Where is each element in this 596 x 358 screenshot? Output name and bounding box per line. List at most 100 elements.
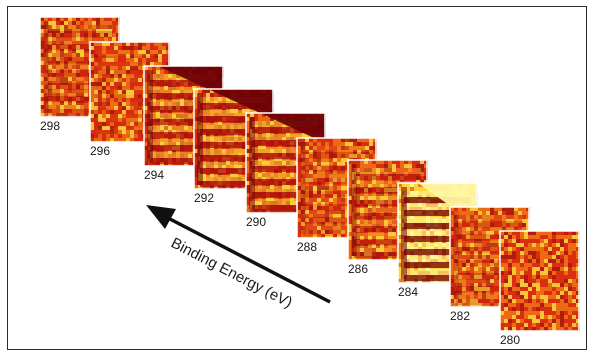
panel-noise-cell	[309, 162, 313, 166]
panel-noise-cell	[454, 275, 458, 279]
panel-noise-cell	[516, 231, 520, 235]
panel-noise-cell	[462, 255, 466, 259]
panel-noise-cell	[104, 33, 108, 37]
panel-noise-cell	[325, 142, 329, 146]
panel-noise-cell	[168, 98, 172, 102]
panel-noise-cell	[72, 29, 76, 33]
panel-noise-cell	[305, 174, 309, 178]
panel-noise-cell	[400, 172, 404, 176]
panel-noise-cell	[372, 208, 376, 212]
panel-noise-cell	[368, 212, 372, 216]
panel-noise-cell	[325, 146, 329, 150]
panel-noise-cell	[325, 210, 329, 214]
panel-noise-cell	[352, 232, 356, 236]
panel-noise-cell	[536, 235, 540, 239]
panel-noise-cell	[134, 78, 138, 82]
panel-noise-cell	[548, 263, 552, 267]
panel-noise-cell	[556, 263, 560, 267]
panel-stripe-dark	[150, 80, 217, 86]
panel-noise-cell	[309, 234, 313, 238]
panel-noise-cell	[392, 192, 396, 196]
panel-noise-cell	[317, 210, 321, 214]
panel-noise-cell	[309, 178, 313, 182]
panel-noise-cell	[526, 223, 530, 227]
panel-noise-cell	[536, 263, 540, 267]
panel-stripe-bright	[456, 215, 523, 221]
panel-noise-cell	[297, 222, 301, 226]
panel-noise-cell	[474, 283, 478, 287]
panel-noise-cell	[388, 196, 392, 200]
panel-noise-cell	[160, 86, 164, 90]
panel-noise-cell	[301, 178, 305, 182]
panel-noise-cell	[341, 166, 345, 170]
panel-noise-cell	[500, 247, 504, 251]
panel-noise-cell	[356, 252, 360, 256]
panel-stripe-dark	[354, 187, 421, 193]
panel-stripe-bright	[252, 199, 319, 205]
panel-noise-cell	[130, 126, 134, 130]
panel-noise-cell	[572, 235, 576, 239]
panel-noise-cell	[297, 138, 301, 142]
panel-noise-cell	[313, 214, 317, 218]
panel-noise-cell	[162, 50, 166, 54]
panel-noise-cell	[392, 168, 396, 172]
panel-noise-cell	[246, 197, 250, 201]
panel-noise-cell	[422, 187, 426, 191]
panel-noise-cell	[56, 113, 60, 117]
panel-noise-cell	[313, 218, 317, 222]
panel-noise-cell	[138, 58, 142, 62]
panel-noise-cell	[56, 61, 60, 65]
panel-noise-cell	[52, 93, 56, 97]
panel-noise-cell	[388, 240, 392, 244]
panel-noise-cell	[106, 118, 110, 122]
panel-noise-cell	[84, 73, 88, 77]
panel-noise-cell	[206, 93, 210, 97]
panel-noise-cell	[94, 134, 98, 138]
panel-noise-cell	[301, 170, 305, 174]
panel-noise-cell	[420, 180, 424, 184]
panel-noise-cell	[462, 267, 466, 271]
panel-stripe-bright	[456, 254, 523, 260]
panel-noise-cell	[482, 259, 486, 263]
panel-noise-cell	[114, 62, 118, 66]
panel-noise-cell	[138, 54, 142, 58]
panel-noise-cell	[494, 283, 498, 287]
panel-noise-cell	[388, 200, 392, 204]
panel-noise-cell	[48, 77, 52, 81]
panel-noise-cell	[160, 70, 164, 74]
panel-noise-cell	[110, 58, 114, 62]
panel-noise-cell	[364, 220, 368, 224]
panel-noise-cell	[349, 150, 353, 154]
panel-noise-cell	[258, 117, 262, 121]
panel-noise-cell	[356, 244, 360, 248]
panel-noise-cell	[48, 57, 52, 61]
panel-noise-cell	[356, 184, 360, 188]
panel-noise-cell	[524, 267, 528, 271]
panel-noise-cell	[80, 113, 84, 117]
panel-noise-cell	[341, 214, 345, 218]
panel-noise-cell	[134, 110, 138, 114]
panel-noise-cell	[373, 146, 377, 150]
panel-noise-cell	[138, 86, 142, 90]
panel-noise-cell	[360, 168, 364, 172]
panel-noise-cell	[154, 46, 158, 50]
panel-noise-cell	[110, 138, 114, 142]
panel-noise-cell	[325, 222, 329, 226]
panel-noise-cell	[80, 97, 84, 101]
panel-noise-cell	[90, 70, 94, 74]
panel-noise-cell	[98, 122, 102, 126]
panel-stripe-dark	[303, 165, 370, 171]
panel-noise-cell	[356, 228, 360, 232]
panel-noise-cell	[52, 53, 56, 57]
panel-noise-cell	[80, 61, 84, 65]
panel-noise-cell	[341, 222, 345, 226]
panel-noise-cell	[313, 166, 317, 170]
panel-noise-cell	[44, 17, 48, 21]
panel-stripe-dark	[354, 200, 421, 206]
panel-noise-cell	[52, 41, 56, 45]
panel-noise-cell	[450, 279, 454, 283]
panel-noise-cell	[490, 303, 494, 307]
panel-noise-cell	[126, 94, 130, 98]
panel-noise-cell	[474, 219, 478, 223]
panel-noise-cell	[68, 37, 72, 41]
